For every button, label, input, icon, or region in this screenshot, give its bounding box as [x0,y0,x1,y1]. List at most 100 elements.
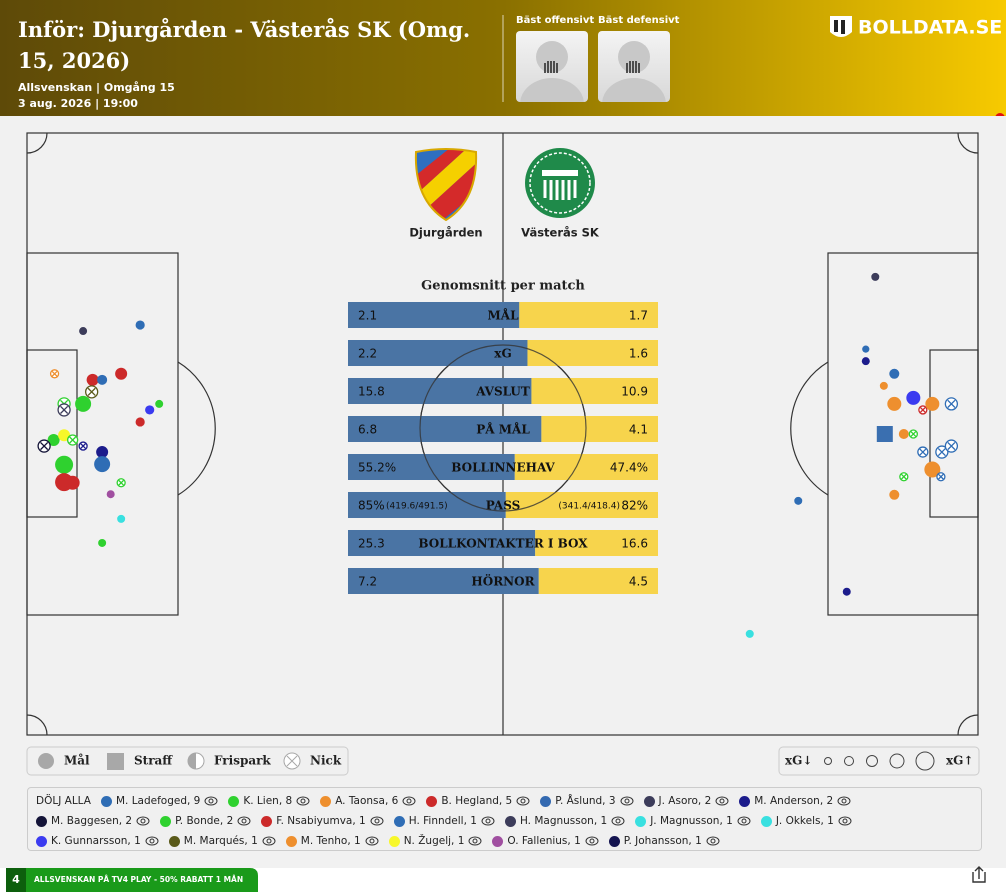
shot-penalty[interactable] [876,426,893,442]
shot[interactable] [842,587,851,596]
player-item[interactable]: K. Gunnarsson, 1 [36,833,159,849]
shot[interactable] [906,390,921,405]
toggle-eye[interactable] [136,816,150,826]
player-item[interactable]: F. Nsabiyumva, 1 [261,813,384,829]
shot[interactable] [47,434,60,447]
player-card[interactable] [598,31,670,130]
shot[interactable] [794,496,803,505]
shot[interactable] [745,629,754,638]
shot[interactable] [862,345,870,353]
toggle-eye[interactable] [296,796,310,806]
shot-header[interactable] [917,446,929,458]
toggle-eye[interactable] [837,796,851,806]
shot-header[interactable] [944,439,959,453]
player-label[interactable]: M. Ladefoged, 9 [115,795,201,807]
shot[interactable] [106,490,115,499]
player-label[interactable]: A. Taonsa, 6 [335,795,399,807]
shot-header[interactable] [57,403,71,417]
shot-header[interactable] [908,429,918,439]
shot-header[interactable] [66,434,79,446]
shot[interactable] [94,456,111,473]
shot[interactable] [86,373,99,386]
shot[interactable] [135,320,145,330]
player-card[interactable] [516,31,588,130]
toggle-eye[interactable] [620,796,634,806]
toggle-eye[interactable] [585,836,599,846]
brand-logo[interactable]: BOLLDATA.SE [830,16,1002,39]
player-item[interactable]: M. Anderson, 2 [739,793,851,809]
shot[interactable] [889,368,900,379]
hide-all-button[interactable]: DÖLJ ALLA [36,795,91,807]
shot[interactable] [65,475,80,490]
shot[interactable] [898,429,909,439]
shot[interactable] [861,357,870,366]
toggle-eye[interactable] [706,836,720,846]
promo-banner[interactable]: 4 ALLSVENSKAN PÅ TV4 PLAY - 50% RABATT 1… [6,868,258,892]
player-label[interactable]: P. Bonde, 2 [175,815,234,827]
player-label[interactable]: N. Žugelj, 1 [403,835,465,847]
shot[interactable] [115,367,128,380]
toggle-eye[interactable] [715,796,729,806]
promo-badge[interactable]: 4 [12,873,20,886]
shot[interactable] [924,461,941,478]
player-item[interactable]: N. Žugelj, 1 [388,833,483,849]
player-label[interactable]: M. Baggesen, 2 [51,815,133,827]
player-label[interactable]: F. Nsabiyumva, 1 [276,815,366,827]
player-label[interactable]: O. Fallenius, 1 [507,835,581,847]
shot[interactable] [55,455,74,474]
player-item[interactable]: O. Fallenius, 1 [492,833,599,849]
shot-header[interactable] [49,369,60,379]
player-label[interactable]: H. Magnusson, 1 [519,815,608,827]
player-item[interactable]: B. Hegland, 5 [426,793,530,809]
promo-text[interactable]: ALLSVENSKAN PÅ TV4 PLAY - 50% RABATT 1 M… [34,875,243,884]
player-item[interactable]: J. Asoro, 2 [643,793,730,809]
player-item[interactable]: M. Ladefoged, 9 [100,793,218,809]
shot-header[interactable] [78,441,88,451]
shot[interactable] [58,429,71,442]
shot[interactable] [75,395,92,412]
toggle-eye[interactable] [838,816,852,826]
toggle-eye[interactable] [262,836,276,846]
shot[interactable] [887,396,902,411]
shot[interactable] [79,327,88,336]
player-item[interactable]: H. Finndell, 1 [393,813,495,829]
player-label[interactable]: B. Hegland, 5 [441,795,513,807]
shot-header[interactable] [918,405,928,415]
toggle-eye[interactable] [204,796,218,806]
shot-header[interactable] [935,445,949,459]
shot-header[interactable] [936,472,946,482]
player-item[interactable]: M. Baggesen, 2 [36,813,150,829]
toggle-eye[interactable] [402,796,416,806]
player-label[interactable]: M. Anderson, 2 [754,795,834,807]
shot-header[interactable] [116,478,126,488]
shot[interactable] [98,538,107,547]
player-label[interactable]: H. Finndell, 1 [408,815,477,827]
brand-name[interactable]: BOLLDATA.SE [858,17,1002,39]
toggle-eye[interactable] [365,836,379,846]
shot-header[interactable] [85,385,99,399]
toggle-eye[interactable] [237,816,251,826]
player-label[interactable]: K. Gunnarsson, 1 [51,835,141,847]
player-item[interactable]: P. Åslund, 3 [540,793,634,809]
player-label[interactable]: J. Asoro, 2 [658,795,712,807]
player-label[interactable]: M. Tenho, 1 [300,835,361,847]
shot[interactable] [97,374,108,385]
player-item[interactable]: K. Lien, 8 [228,793,310,809]
player-label[interactable]: P. Johansson, 1 [623,835,702,847]
player-item[interactable]: H. Magnusson, 1 [504,813,625,829]
toggle-eye[interactable] [516,796,530,806]
player-item[interactable]: A. Taonsa, 6 [320,793,416,809]
shot[interactable] [155,399,164,408]
player-item[interactable]: P. Bonde, 2 [160,813,251,829]
toggle-eye[interactable] [737,816,751,826]
share-icon[interactable] [972,866,986,883]
shot[interactable] [871,272,880,281]
shot-header[interactable] [899,472,909,482]
player-item[interactable]: M. Tenho, 1 [285,833,379,849]
player-label[interactable]: J. Okkels, 1 [775,815,834,827]
player-label[interactable]: P. Åslund, 3 [555,795,616,807]
toggle-eye[interactable] [481,816,495,826]
toggle-eye[interactable] [370,816,384,826]
shot[interactable] [135,417,145,427]
shot[interactable] [925,396,940,411]
